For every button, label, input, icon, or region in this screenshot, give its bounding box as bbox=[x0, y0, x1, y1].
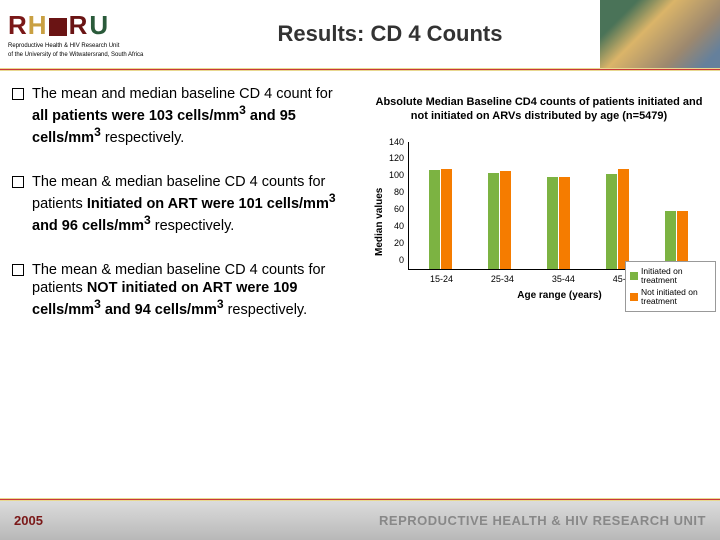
bar-group bbox=[488, 171, 511, 269]
ytick-label: 120 bbox=[389, 153, 404, 163]
xtick-label: 25-34 bbox=[491, 274, 514, 284]
chart-legend: Initiated on treatment Not initiated on t… bbox=[625, 261, 716, 312]
footer: 2005 REPRODUCTIVE HEALTH & HIV RESEARCH … bbox=[0, 498, 720, 540]
ytick-label: 100 bbox=[389, 170, 404, 180]
ytick-label: 60 bbox=[394, 204, 404, 214]
ytick-label: 140 bbox=[389, 137, 404, 147]
bar bbox=[500, 171, 511, 269]
bullet-text: The mean & median baseline CD 4 counts f… bbox=[32, 173, 350, 235]
chart-yticks: 140 120 100 80 60 40 20 0 bbox=[389, 137, 408, 265]
legend-swatch-icon bbox=[630, 293, 638, 301]
bar-group bbox=[547, 177, 570, 268]
legend-label: Initiated on treatment bbox=[641, 267, 711, 286]
legend-swatch-icon bbox=[630, 272, 638, 280]
bullet-list: The mean and median baseline CD 4 count … bbox=[12, 85, 360, 490]
world-map-decoration bbox=[600, 0, 720, 68]
bullet-text: The mean and median baseline CD 4 count … bbox=[32, 85, 350, 147]
bullet-marker-icon bbox=[12, 88, 24, 100]
header: RHRU Reproductive Health & HIV Research … bbox=[0, 0, 720, 68]
bar bbox=[606, 174, 617, 268]
logo-letter-r2: R bbox=[69, 10, 90, 40]
bullet-text: The mean & median baseline CD 4 counts f… bbox=[32, 261, 350, 319]
bar-group bbox=[429, 169, 452, 269]
logo-text: RHRU bbox=[8, 10, 180, 41]
footer-org: REPRODUCTIVE HEALTH & HIV RESEARCH UNIT bbox=[379, 513, 706, 528]
logo-block-icon bbox=[49, 18, 67, 36]
chart-ylabel: Median values bbox=[370, 142, 389, 301]
bar bbox=[429, 170, 440, 269]
slide: RHRU Reproductive Health & HIV Research … bbox=[0, 0, 720, 540]
bar bbox=[547, 177, 558, 268]
header-rule bbox=[0, 68, 720, 71]
logo-letter-h: H bbox=[28, 10, 49, 40]
bar bbox=[441, 169, 452, 269]
logo: RHRU Reproductive Health & HIV Research … bbox=[0, 0, 180, 68]
legend-item: Initiated on treatment bbox=[630, 267, 711, 286]
ytick-label: 40 bbox=[394, 221, 404, 231]
bar-group bbox=[606, 169, 629, 269]
legend-label: Not initiated on treatment bbox=[641, 288, 711, 307]
chart-title: Absolute Median Baseline CD4 counts of p… bbox=[370, 95, 708, 124]
bullet-marker-icon bbox=[12, 176, 24, 188]
bullet-item: The mean & median baseline CD 4 counts f… bbox=[12, 173, 350, 235]
bar bbox=[665, 211, 676, 269]
xtick-label: 15-24 bbox=[430, 274, 453, 284]
xtick-label: 35-44 bbox=[552, 274, 575, 284]
bullet-item: The mean & median baseline CD 4 counts f… bbox=[12, 261, 350, 319]
ytick-label: 0 bbox=[399, 255, 404, 265]
footer-year: 2005 bbox=[14, 513, 43, 528]
content: The mean and median baseline CD 4 count … bbox=[0, 85, 720, 490]
logo-subtitle-1: Reproductive Health & HIV Research Unit bbox=[8, 43, 180, 50]
bullet-marker-icon bbox=[12, 264, 24, 276]
ytick-label: 80 bbox=[394, 187, 404, 197]
bar bbox=[618, 169, 629, 269]
chart-plot-area bbox=[408, 142, 708, 270]
logo-letter-u: U bbox=[89, 10, 110, 40]
ytick-label: 20 bbox=[394, 238, 404, 248]
bar bbox=[559, 177, 570, 268]
bar bbox=[488, 173, 499, 269]
bar-group bbox=[665, 211, 688, 269]
bullet-item: The mean and median baseline CD 4 count … bbox=[12, 85, 350, 147]
chart-panel: Absolute Median Baseline CD4 counts of p… bbox=[360, 85, 708, 490]
logo-letter-r: R bbox=[8, 10, 28, 40]
bar bbox=[677, 211, 688, 269]
legend-item: Not initiated on treatment bbox=[630, 288, 711, 307]
logo-subtitle-2: of the University of the Witwatersrand, … bbox=[8, 52, 180, 59]
